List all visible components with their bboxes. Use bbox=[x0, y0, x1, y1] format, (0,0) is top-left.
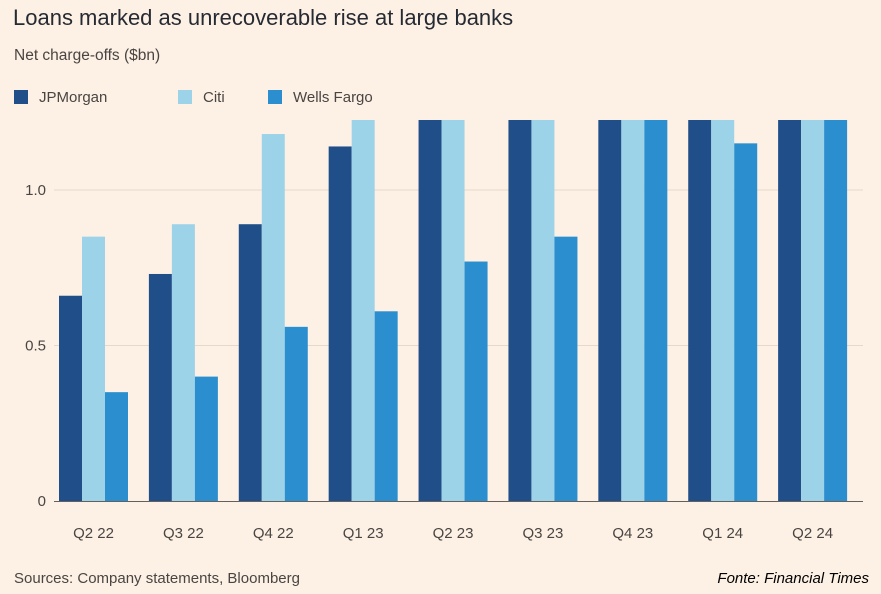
bar-wells-fargo-q3-23 bbox=[554, 236, 578, 501]
y-tick-label: 0.5 bbox=[25, 338, 46, 355]
bar-wells-fargo-q3-22 bbox=[194, 376, 218, 501]
chart-legend: JPMorgan Citi Wells Fargo bbox=[14, 86, 714, 108]
bar-wells-fargo-q4-22 bbox=[284, 326, 308, 501]
y-tick-label: 0 bbox=[38, 493, 46, 510]
bar-citi-q1-23 bbox=[351, 120, 375, 501]
x-tick-label: Q2 22 bbox=[73, 525, 114, 542]
bar-wells-fargo-q2-23 bbox=[464, 261, 488, 501]
legend-item-citi: Citi bbox=[178, 86, 225, 108]
chart-subtitle: Net charge-offs ($bn) bbox=[14, 47, 161, 64]
y-tick-label: 1.0 bbox=[25, 182, 46, 199]
bar-jpmorgan-q3-22 bbox=[148, 273, 172, 501]
legend-label-wells-fargo: Wells Fargo bbox=[293, 88, 373, 106]
x-tick-label: Q2 24 bbox=[792, 525, 833, 542]
bar-jpmorgan-q1-23 bbox=[328, 146, 352, 501]
bar-jpmorgan-q2-24 bbox=[778, 120, 802, 502]
chart-title: Loans marked as unrecoverable rise at la… bbox=[13, 5, 514, 30]
bar-citi-q2-23 bbox=[441, 120, 465, 501]
bar-jpmorgan-q4-22 bbox=[238, 224, 262, 501]
legend-label-citi: Citi bbox=[203, 88, 225, 106]
legend-swatch-wells-fargo bbox=[268, 90, 282, 104]
bar-wells-fargo-q4-23 bbox=[644, 120, 668, 501]
bar-citi-q4-22 bbox=[261, 134, 285, 501]
legend-swatch-jpmorgan bbox=[14, 90, 28, 104]
bar-jpmorgan-q4-23 bbox=[598, 120, 622, 501]
legend-swatch-citi bbox=[178, 90, 192, 104]
bar-citi-q3-23 bbox=[531, 120, 555, 501]
legend-item-wells-fargo: Wells Fargo bbox=[268, 86, 373, 108]
footer-source: Sources: Company statements, Bloomberg bbox=[14, 570, 300, 587]
x-tick-label: Q3 23 bbox=[523, 525, 564, 542]
legend-label-jpmorgan: JPMorgan bbox=[39, 88, 108, 106]
x-tick-label: Q3 22 bbox=[163, 525, 204, 542]
x-tick-label: Q4 23 bbox=[612, 525, 653, 542]
bar-jpmorgan-q2-22 bbox=[59, 295, 82, 501]
x-tick-label: Q2 23 bbox=[433, 525, 474, 542]
bar-wells-fargo-q2-22 bbox=[105, 392, 128, 501]
x-tick-label: Q1 23 bbox=[343, 525, 384, 542]
bar-citi-q1-24 bbox=[711, 120, 735, 501]
bar-citi-q4-23 bbox=[621, 120, 645, 501]
bar-citi-q2-24 bbox=[801, 120, 825, 502]
x-tick-label: Q1 24 bbox=[702, 525, 743, 542]
footer-credit: Fonte: Financial Times bbox=[717, 570, 869, 587]
bar-jpmorgan-q3-23 bbox=[508, 120, 532, 501]
bar-wells-fargo-q1-23 bbox=[374, 311, 398, 501]
bar-wells-fargo-q1-24 bbox=[734, 143, 758, 501]
x-tick-label: Q4 22 bbox=[253, 525, 294, 542]
bar-citi-q3-22 bbox=[171, 224, 195, 501]
bar-citi-q2-22 bbox=[82, 236, 105, 501]
bar-jpmorgan-q2-23 bbox=[418, 120, 442, 502]
legend-item-jpmorgan: JPMorgan bbox=[14, 86, 107, 108]
bar-wells-fargo-q2-24 bbox=[824, 120, 848, 501]
bar-jpmorgan-q1-24 bbox=[688, 120, 712, 501]
